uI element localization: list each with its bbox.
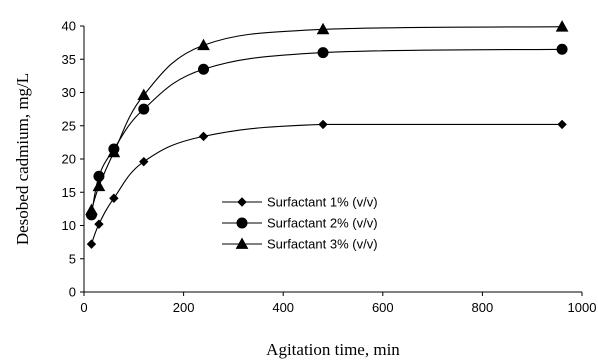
y-tick-label: 5 [69, 251, 76, 266]
data-point-series-1 [86, 239, 97, 249]
series-markers [85, 20, 569, 249]
y-tick-label: 15 [62, 185, 76, 200]
y-tick-label: 40 [62, 19, 76, 34]
x-tick-label: 800 [472, 300, 494, 315]
y-axis-title: Desobed cadmium, mg/L [13, 73, 32, 245]
data-point-series-2 [198, 63, 210, 75]
data-point-series-1 [139, 156, 149, 167]
x-tick-label: 600 [372, 300, 394, 315]
y-tick-label: 30 [62, 85, 76, 100]
legend: Surfactant 1% (v/v) Surfactant 2% (v/v) Su… [222, 195, 378, 252]
data-point-series-3 [316, 22, 330, 35]
y-tick-label: 10 [62, 218, 76, 233]
data-point-series-3 [92, 179, 106, 192]
axes [83, 26, 582, 293]
data-point-series-2 [556, 43, 568, 55]
data-point-series-2 [138, 103, 150, 115]
x-tick-label: 200 [173, 300, 195, 315]
legend-marker-2 [236, 217, 248, 229]
legend-label-1: Surfactant 1% (v/v) [267, 195, 378, 210]
series-line-2 [90, 48, 563, 215]
legend-marker-1 [237, 197, 247, 207]
data-point-series-1 [318, 119, 328, 130]
x-axis-title: Agitation time, min [266, 340, 400, 359]
data-point-series-3 [107, 145, 121, 158]
y-tick-label: 20 [62, 152, 76, 167]
legend-marker-3 [235, 237, 249, 249]
data-point-series-2 [317, 47, 329, 59]
y-tick-label: 0 [69, 285, 76, 300]
data-point-series-1 [109, 193, 119, 203]
x-tick-label: 1000 [568, 300, 597, 315]
data-point-series-1 [94, 219, 104, 229]
data-point-series-1 [198, 131, 209, 142]
x-tick-label: 400 [272, 300, 294, 315]
x-tick-label: 0 [80, 300, 87, 315]
y-tick-label: 35 [62, 52, 76, 67]
legend-label-3: Surfactant 3% (v/v) [267, 237, 378, 252]
series-lines [90, 26, 563, 245]
y-tick-label: 25 [62, 118, 76, 133]
data-point-series-1 [557, 119, 567, 130]
data-point-series-3 [85, 203, 98, 216]
legend-label-2: Surfactant 2% (v/v) [267, 216, 378, 231]
data-point-series-3 [555, 20, 569, 32]
data-point-series-3 [137, 88, 151, 101]
data-point-series-3 [197, 38, 210, 51]
